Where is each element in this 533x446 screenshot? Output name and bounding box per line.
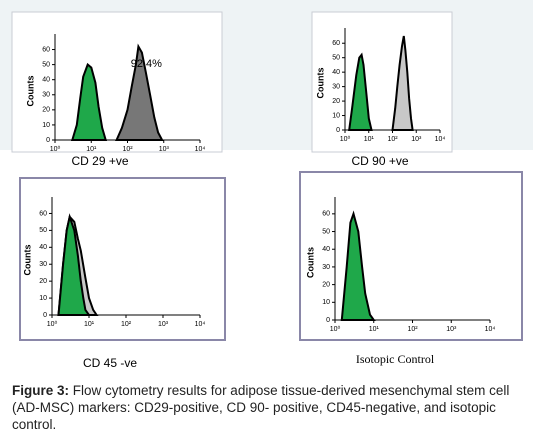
y-tick-label: 40 — [332, 69, 340, 76]
x-tick-label: 10⁰ — [340, 135, 351, 143]
x-tick-label: 10⁴ — [195, 146, 206, 153]
histogram — [57, 213, 91, 316]
histogram — [348, 52, 373, 131]
x-tick-label: 10¹ — [86, 146, 97, 153]
y-tick-label: 0 — [336, 127, 340, 134]
panel-label: CD 90 +ve — [351, 154, 408, 168]
y-axis-label: Counts — [25, 76, 35, 107]
y-tick-label: 40 — [39, 244, 47, 251]
x-tick-label: 10³ — [158, 321, 169, 328]
y-tick-label: 0 — [46, 137, 50, 144]
x-tick-label: 10¹ — [84, 321, 95, 328]
panel-label: Isotopic Control — [356, 352, 435, 366]
figure-caption: Figure 3: Flow cytometry results for adi… — [12, 382, 522, 433]
y-tick-label: 30 — [322, 264, 330, 271]
x-tick-label: 10² — [407, 326, 418, 333]
panel-frame — [19, 177, 226, 341]
charts: 0 10 20 30 40 50 60 10⁰ 10¹ 10² 10³ 10⁴ Counts 92.4% C… — [0, 0, 533, 370]
x-tick-label: 10⁰ — [47, 320, 58, 328]
y-axis-label: Counts — [305, 247, 315, 278]
histogram — [70, 62, 108, 141]
annotation: 92.4% — [131, 58, 162, 70]
y-tick-label: 60 — [322, 211, 330, 218]
caption-text: Flow cytometry results for adipose tissu… — [12, 383, 510, 432]
y-tick-label: 10 — [322, 299, 330, 306]
histogram — [115, 43, 164, 141]
y-axis-label: Counts — [315, 68, 325, 99]
y-tick-label: 10 — [39, 295, 47, 302]
x-tick-label: 10² — [122, 146, 133, 153]
x-tick-label: 10⁰ — [330, 325, 341, 333]
panel-label: CD 45 -ve — [83, 356, 137, 370]
x-tick-label: 10¹ — [364, 136, 375, 143]
y-tick-label: 10 — [42, 122, 50, 129]
y-tick-label: 20 — [39, 278, 47, 285]
histogram — [340, 210, 376, 321]
x-tick-label: 10⁴ — [195, 321, 206, 328]
y-axis-label: Counts — [22, 245, 32, 276]
y-tick-label: 30 — [39, 261, 47, 268]
x-tick-label: 10³ — [411, 136, 422, 143]
histogram — [391, 35, 414, 131]
y-tick-label: 0 — [43, 312, 47, 319]
y-tick-label: 10 — [332, 112, 340, 119]
y-tick-label: 60 — [42, 46, 50, 53]
y-tick-label: 30 — [332, 83, 340, 90]
y-tick-label: 50 — [39, 227, 47, 234]
y-tick-label: 20 — [42, 107, 50, 114]
x-tick-label: 10² — [121, 321, 132, 328]
y-tick-label: 20 — [332, 98, 340, 105]
y-tick-label: 20 — [322, 281, 330, 288]
y-tick-label: 50 — [322, 228, 330, 235]
panel-label: CD 29 +ve — [71, 154, 128, 168]
y-tick-label: 50 — [42, 61, 50, 68]
y-tick-label: 60 — [332, 40, 340, 47]
x-tick-label: 10¹ — [369, 326, 380, 333]
y-tick-label: 40 — [42, 77, 50, 84]
y-tick-label: 60 — [39, 210, 47, 217]
panel-frame — [11, 11, 223, 153]
y-tick-label: 30 — [42, 92, 50, 99]
x-tick-label: 10³ — [159, 146, 170, 153]
panel-frame — [311, 11, 453, 153]
x-tick-label: 10⁰ — [50, 145, 61, 153]
x-tick-label: 10⁴ — [435, 136, 446, 143]
caption-label: Figure 3: — [12, 383, 70, 398]
y-tick-label: 40 — [322, 246, 330, 253]
x-tick-label: 10² — [387, 136, 398, 143]
y-tick-label: 50 — [332, 55, 340, 62]
x-tick-label: 10⁴ — [485, 326, 496, 333]
y-tick-label: 0 — [326, 317, 330, 324]
x-tick-label: 10³ — [446, 326, 457, 333]
panel-frame — [299, 171, 523, 341]
